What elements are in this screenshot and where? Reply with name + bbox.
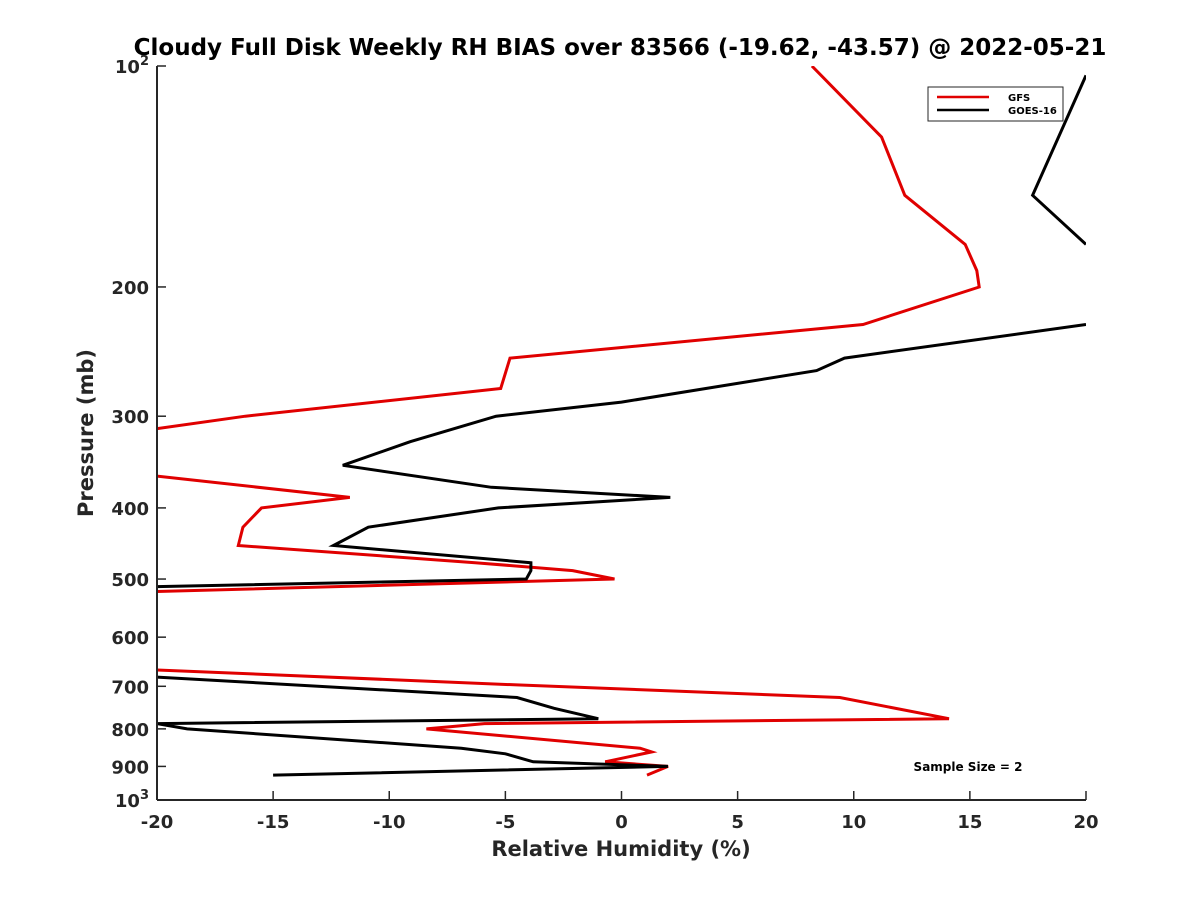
- y-axis-label: Pressure (mb): [74, 349, 98, 517]
- x-tick-label: 15: [957, 812, 982, 833]
- y-tick-label: 400: [111, 499, 149, 520]
- x-tick-label: 5: [731, 812, 744, 833]
- series-gfs-line-1: [157, 66, 981, 431]
- y-tick-label: 300: [111, 407, 149, 428]
- sample-size-annotation: Sample Size = 2: [914, 760, 1023, 774]
- x-tick-label: -20: [141, 812, 174, 833]
- x-axis-ticks: -20 -15 -10 -5 0 5 10 15 20: [141, 791, 1099, 833]
- y-tick-label: 200: [111, 278, 149, 299]
- y-tick-label: 700: [111, 677, 149, 698]
- legend-box: [927, 86, 1064, 122]
- x-tick-label: 20: [1073, 812, 1098, 833]
- y-tick-label: 500: [111, 570, 149, 591]
- legend: GFS GOES-16: [927, 86, 1064, 122]
- chart-title: Cloudy Full Disk Weekly RH BIAS over 835…: [134, 35, 1107, 61]
- series-goes-16-line-3: [157, 675, 669, 777]
- plot-area: [157, 66, 1086, 777]
- y-tick-label: 102: [115, 54, 149, 78]
- y-tick-label: 900: [111, 757, 149, 778]
- y-tick-label: 600: [111, 628, 149, 649]
- series-gfs-line-2: [157, 474, 615, 593]
- x-tick-label: 10: [841, 812, 866, 833]
- legend-label-gfs: GFS: [1008, 93, 1030, 104]
- x-tick-label: -15: [257, 812, 290, 833]
- x-tick-label: 0: [615, 812, 628, 833]
- series-goes-16-line-2: [157, 323, 1086, 589]
- series-goes-16-line-1: [1030, 74, 1086, 246]
- series-gfs-line-3: [157, 668, 950, 777]
- x-tick-label: -5: [495, 812, 515, 833]
- x-axis-label: Relative Humidity (%): [491, 837, 750, 861]
- y-tick-label: 103: [115, 788, 149, 812]
- x-tick-label: -10: [373, 812, 406, 833]
- y-axis-ticks: 102 200 300 400 500 600 700 800 900 103: [111, 54, 166, 812]
- legend-label-goes-16: GOES-16: [1008, 106, 1057, 117]
- y-tick-label: 800: [111, 720, 149, 741]
